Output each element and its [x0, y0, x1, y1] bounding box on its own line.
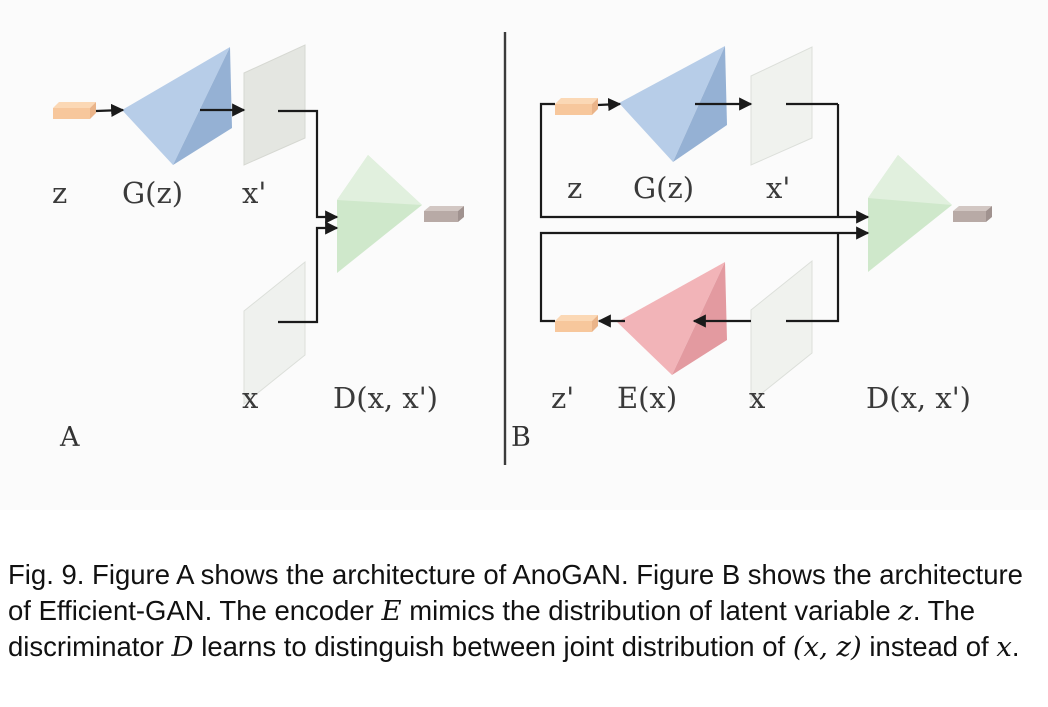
latent-z-block	[53, 102, 96, 119]
real-image-plane	[243, 260, 306, 406]
discriminator-output-block-b	[953, 206, 992, 222]
caption-text-mid2: . The discriminator	[8, 595, 975, 662]
figure-caption: Fig. 9. Figure A shows the architecture …	[8, 557, 1044, 665]
label-a-discriminator: D(x, x')	[333, 381, 438, 415]
label-b-real: x	[749, 381, 765, 415]
caption-text-suffix: .	[1011, 631, 1020, 662]
label-b-generator: G(z)	[633, 171, 694, 205]
caption-pair: (x, z)	[792, 631, 862, 663]
arrow-z-to-g-b	[597, 97, 622, 112]
label-a-generated: x'	[242, 176, 266, 210]
label-b-discriminator: D(x, x')	[866, 381, 971, 415]
architecture-diagram: z G(z) x' x D(x, x') A	[52, 32, 992, 465]
caption-var-e: E	[381, 595, 402, 627]
caption-text-mid1: mimics the distribution of latent variab…	[401, 595, 899, 626]
figure-panel: z G(z) x' x D(x, x') A	[52, 32, 992, 465]
caption-text-mid3: learns to distinguish between joint dist…	[193, 631, 793, 662]
label-b-generated: x'	[766, 171, 790, 205]
caption-text-mid4: instead of	[861, 631, 997, 662]
panel-a: z G(z) x' x D(x, x') A	[52, 44, 464, 453]
caption-var-d: D	[171, 631, 194, 663]
label-a-z: z	[52, 176, 67, 210]
caption-var-z: z	[898, 595, 913, 627]
panel-b-tag: B	[511, 422, 531, 453]
generator-prism	[122, 47, 232, 165]
arrow-x-to-d	[278, 221, 339, 324]
discriminator-prism	[337, 155, 422, 273]
panel-b: z G(z) x' z' E(x) x D(x, x') B	[511, 46, 992, 453]
arrow-x-zprime-pair-to-d	[539, 226, 870, 323]
caption-var-x: x	[996, 631, 1012, 663]
latent-z-block-b	[555, 98, 598, 115]
label-a-real: x	[242, 381, 258, 415]
arrow-xprime-to-d	[278, 109, 339, 224]
real-image-plane-b	[750, 259, 813, 404]
generated-image-plane-b	[750, 46, 813, 166]
label-b-encoder: E(x)	[617, 381, 677, 415]
latent-z-prime-block	[555, 315, 598, 332]
discriminator-prism-b	[868, 155, 952, 272]
label-b-latent-encoded: z'	[551, 381, 574, 415]
label-b-z: z	[567, 171, 582, 205]
line-x-to-d-pair	[786, 233, 840, 323]
discriminator-output-block	[424, 206, 464, 222]
arrow-z-to-g	[95, 103, 125, 118]
caption-text-prefix: Fig. 9. Figure A shows the architecture …	[8, 559, 1023, 626]
generated-image-plane	[243, 44, 306, 166]
encoder-prism	[617, 262, 727, 375]
label-a-generator: G(z)	[122, 176, 183, 210]
panel-a-tag: A	[59, 422, 80, 453]
arrow-z-xprime-pair-to-d	[539, 102, 870, 224]
